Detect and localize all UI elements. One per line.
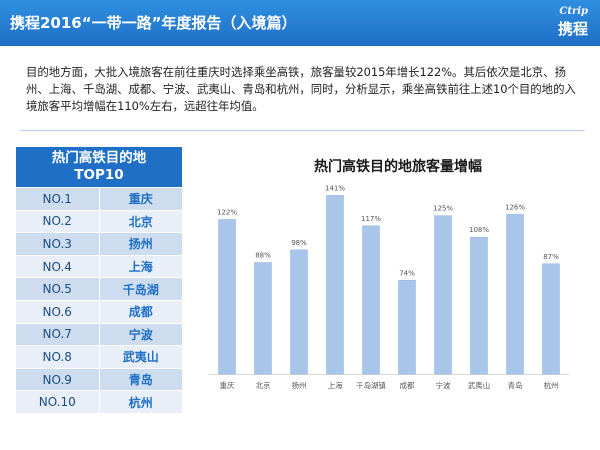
tick-label-group: 重庆 北京 扬州 上海 千岛湖镇 成都 宁波 武夷山 青岛 杭州: [220, 381, 559, 390]
x-tick-label: 北京: [256, 381, 271, 390]
city-cell: 武夷山: [98, 345, 183, 369]
rank-cell: NO.7: [15, 322, 100, 347]
x-tick-label: 宁波: [436, 381, 451, 390]
table-row: NO.8 武夷山: [15, 345, 183, 369]
x-tick-label: 杭州: [544, 381, 559, 390]
city-cell: 杭州: [98, 390, 183, 414]
logo-english-text: Ctrip: [559, 6, 588, 17]
table-subtitle: TOP10: [74, 167, 124, 183]
rank-cell: NO.8: [15, 345, 100, 369]
bar-value-label: 126%: [505, 203, 525, 211]
bar-value-label: 108%: [469, 226, 489, 234]
table-row: NO.7 宁波: [15, 322, 183, 347]
bar-1: [218, 219, 236, 375]
bar-value-label: 122%: [217, 208, 237, 216]
top10-table: 热门高铁目的地 TOP10 NO.1 重庆 NO.2 北京 NO.3 扬州 NO.4 上…: [15, 146, 183, 414]
table-title: 热门高铁目的地: [51, 150, 147, 166]
bar-value-label: 74%: [399, 269, 415, 277]
bar-4: [326, 195, 344, 375]
bar-group: [218, 195, 560, 375]
bar-2: [254, 262, 272, 375]
table-row: NO.4 上海: [15, 254, 183, 279]
bar-8: [470, 236, 488, 375]
x-tick-label: 扬州: [292, 381, 307, 390]
x-tick-label: 青岛: [508, 381, 523, 390]
rank-cell: NO.6: [15, 299, 100, 324]
bar-3: [290, 249, 308, 375]
x-tick-label: 重庆: [220, 381, 235, 390]
city-cell: 上海: [98, 254, 183, 279]
rank-cell: NO.3: [15, 232, 100, 256]
bar-value-label: 88%: [255, 252, 271, 260]
rank-cell: NO.2: [15, 209, 100, 234]
bar-value-label: 98%: [291, 239, 307, 247]
growth-chart-svg: 热门高铁目的地旅客量增幅 122% 88% 98% 141% 117% 74% 125% 10…: [209, 158, 569, 390]
logo-chinese-text: 携程: [557, 20, 588, 38]
table-row: NO.6 成都: [15, 299, 183, 324]
city-cell: 千岛湖: [98, 277, 183, 301]
section-divider: [20, 130, 585, 131]
bar-7: [434, 215, 452, 375]
bar-10: [542, 263, 560, 375]
bar-value-label: 141%: [325, 184, 345, 192]
bar-label-group: 122% 88% 98% 141% 117% 74% 125% 108% 126% 87%: [217, 184, 559, 277]
city-cell: 扬州: [98, 232, 183, 256]
x-tick-label: 上海: [328, 381, 343, 390]
growth-chart: 热门高铁目的地旅客量增幅 122% 88% 98% 141% 117% 74% 125% 10…: [195, 146, 595, 450]
bar-value-label: 125%: [433, 205, 453, 213]
x-tick-label: 武夷山: [468, 381, 490, 390]
table-row: NO.3 扬州: [15, 232, 183, 256]
city-cell: 成都: [98, 299, 183, 324]
table-row: NO.2 北京: [15, 209, 183, 234]
bar-9: [506, 214, 524, 375]
city-cell: 青岛: [98, 367, 183, 392]
x-tick-label: 成都: [400, 381, 415, 390]
x-tick-label: 千岛湖镇: [356, 381, 386, 390]
table-header: 热门高铁目的地 TOP10: [15, 146, 183, 188]
city-cell: 宁波: [98, 322, 183, 347]
ctrip-logo: Ctrip 携程: [526, 6, 590, 40]
chart-title: 热门高铁目的地旅客量增幅: [314, 158, 482, 175]
bar-value-label: 87%: [543, 253, 559, 261]
intro-paragraph: 目的地方面，大批入境旅客在前往重庆时选择乘坐高铁，旅客量较2015年增长122%…: [26, 65, 576, 113]
table-row: NO.5 千岛湖: [15, 277, 183, 301]
bar-value-label: 117%: [361, 215, 381, 223]
city-cell: 重庆: [98, 187, 183, 211]
page-title: 携程2016“一带一路”年度报告（入境篇）: [10, 14, 297, 32]
table-row: NO.1 重庆: [15, 187, 183, 211]
table-row: NO.10 杭州: [15, 390, 183, 414]
city-cell: 北京: [98, 209, 183, 234]
rank-cell: NO.9: [15, 367, 100, 392]
rank-cell: NO.4: [15, 254, 100, 279]
header-bar: 携程2016“一带一路”年度报告（入境篇） Ctrip 携程: [0, 0, 600, 46]
table-row: NO.9 青岛: [15, 367, 183, 392]
rank-cell: NO.1: [15, 187, 100, 211]
bar-5: [362, 225, 380, 375]
rank-cell: NO.10: [15, 390, 100, 414]
rank-cell: NO.5: [15, 277, 100, 301]
bar-6: [398, 280, 416, 375]
